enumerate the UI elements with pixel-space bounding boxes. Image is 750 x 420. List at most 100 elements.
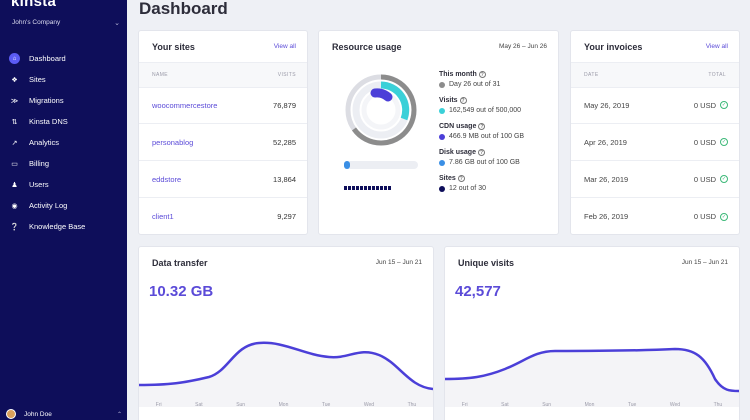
disk-usage-stat: Disk usage? 7.86 GB out of 100 GB bbox=[439, 149, 520, 166]
paid-check-icon: ✓ bbox=[720, 175, 728, 183]
site-name-link[interactable]: personablog bbox=[152, 137, 194, 147]
help-icon[interactable]: ? bbox=[459, 97, 467, 104]
analytics-icon: ↗ bbox=[11, 139, 18, 147]
help-icon[interactable]: ? bbox=[477, 149, 485, 156]
sidebar: kinsta John's Company ⌄ ⌂ Dashboard ❖ Si… bbox=[0, 0, 127, 420]
sites-usage-indicator bbox=[344, 186, 391, 190]
visits-stat: Visits? 162,549 out of 500,000 bbox=[439, 97, 521, 114]
this-month-stat: This month? Day 26 out of 31 bbox=[439, 71, 500, 88]
sidebar-item-label: Users bbox=[29, 180, 49, 189]
sites-table-header bbox=[139, 62, 307, 88]
sites-view-all-link[interactable]: View all bbox=[273, 43, 296, 50]
sidebar-item-dashboard[interactable]: ⌂ Dashboard bbox=[0, 48, 127, 69]
help-icon[interactable]: ? bbox=[478, 71, 486, 78]
company-switcher[interactable]: John's Company ⌄ bbox=[12, 19, 120, 27]
activity-icon: ◉ bbox=[11, 202, 18, 210]
unique-visits-line bbox=[445, 347, 739, 393]
disk-usage-fill bbox=[344, 161, 350, 169]
sidebar-nav: ⌂ Dashboard ❖ Sites ≫ Migrations ⇅ Kinst… bbox=[0, 48, 127, 237]
x-tick-label: Sat bbox=[195, 402, 203, 408]
table-row[interactable]: client1 9,297 bbox=[139, 198, 307, 234]
paid-check-icon: ✓ bbox=[720, 138, 728, 146]
data-transfer-chart bbox=[139, 341, 433, 407]
x-tick-label: Fri bbox=[461, 402, 468, 408]
help-icon[interactable]: ? bbox=[457, 175, 465, 182]
dns-icon: ⇅ bbox=[11, 118, 18, 126]
sidebar-item-label: Sites bbox=[29, 75, 46, 84]
this-month-label: This month bbox=[439, 71, 477, 78]
resource-usage-card: Resource usage May 26 – Jun 26 This mont… bbox=[319, 31, 558, 234]
sidebar-item-knowledge-base[interactable]: ❔ Knowledge Base bbox=[0, 216, 127, 237]
x-tick-label: Mon bbox=[584, 402, 595, 408]
sites-col-visits: VISITS bbox=[277, 72, 296, 78]
month-dot bbox=[439, 81, 445, 88]
invoice-date: Mar 26, 2019 bbox=[584, 174, 629, 184]
sidebar-item-analytics[interactable]: ↗ Analytics bbox=[0, 132, 127, 153]
table-row[interactable]: eddstore 13,864 bbox=[139, 161, 307, 198]
resource-donut-chart bbox=[345, 74, 417, 146]
sites-dot bbox=[439, 185, 445, 192]
invoices-card-title: Your invoices bbox=[584, 42, 643, 52]
chevron-down-icon: ⌄ bbox=[114, 20, 120, 27]
table-row[interactable]: Feb 26, 2019 0 USD ✓ bbox=[571, 198, 739, 234]
sidebar-item-migrations[interactable]: ≫ Migrations bbox=[0, 90, 127, 111]
x-tick-label: Tue bbox=[627, 402, 637, 408]
site-visits: 13,864 bbox=[273, 174, 296, 184]
invoices-table-header bbox=[571, 62, 739, 88]
sites-label: Sites bbox=[439, 175, 456, 182]
sidebar-item-kinsta-dns[interactable]: ⇅ Kinsta DNS bbox=[0, 111, 127, 132]
visits-value: 162,549 out of 500,000 bbox=[449, 107, 522, 114]
disk-usage-bar bbox=[344, 161, 418, 169]
unique-visits-x-axis: Fri Sat Sun Mon Tue Wed Thu bbox=[445, 402, 739, 408]
kinsta-logo[interactable]: kinsta bbox=[11, 0, 57, 10]
unique-visits-card: Unique visits Jun 15 – Jun 21 42,577 Fri… bbox=[445, 247, 739, 420]
sites-col-name: NAME bbox=[152, 72, 169, 78]
cdn-ring bbox=[370, 88, 393, 102]
sidebar-item-billing[interactable]: ▭ Billing bbox=[0, 153, 127, 174]
disk-value: 7.86 GB out of 100 GB bbox=[449, 159, 520, 166]
x-tick-label: Fri bbox=[155, 402, 162, 408]
table-row[interactable]: woocommercestore 76,879 bbox=[139, 87, 307, 124]
invoices-view-all-link[interactable]: View all bbox=[705, 43, 728, 50]
visits-ring bbox=[380, 81, 410, 121]
user-menu[interactable]: John Doe ⌃ bbox=[6, 408, 122, 420]
data-transfer-card: Data transfer Jun 15 – Jun 21 10.32 GB F… bbox=[139, 247, 433, 420]
disk-label: Disk usage bbox=[439, 149, 476, 156]
invoice-total: 0 USD bbox=[693, 174, 716, 184]
site-name-link[interactable]: eddstore bbox=[152, 174, 182, 184]
sidebar-item-label: Analytics bbox=[29, 138, 60, 147]
x-tick-label: Sat bbox=[501, 402, 509, 408]
visits-dot bbox=[439, 107, 445, 114]
table-row[interactable]: May 26, 2019 0 USD ✓ bbox=[571, 87, 739, 124]
table-row[interactable]: Mar 26, 2019 0 USD ✓ bbox=[571, 161, 739, 198]
help-icon[interactable]: ? bbox=[478, 123, 486, 130]
resource-card-title: Resource usage bbox=[332, 42, 402, 52]
invoice-date: May 26, 2019 bbox=[584, 100, 630, 110]
page-title: Dashboard bbox=[139, 0, 228, 18]
knowledge-icon: ❔ bbox=[10, 223, 19, 231]
this-month-value: Day 26 out of 31 bbox=[449, 81, 501, 88]
sidebar-item-users[interactable]: ♟ Users bbox=[0, 174, 127, 195]
sidebar-item-sites[interactable]: ❖ Sites bbox=[0, 69, 127, 90]
data-transfer-title: Data transfer bbox=[152, 258, 208, 268]
sites-card: Your sites View all NAME VISITS woocomme… bbox=[139, 31, 307, 234]
data-transfer-area bbox=[139, 342, 433, 407]
unique-visits-title: Unique visits bbox=[458, 258, 515, 268]
x-tick-label: Sun bbox=[236, 402, 246, 408]
table-row[interactable]: Apr 26, 2019 0 USD ✓ bbox=[571, 124, 739, 161]
unique-visits-range: Jun 15 – Jun 21 bbox=[681, 259, 728, 266]
unique-visits-chart bbox=[445, 347, 739, 407]
site-visits: 9,297 bbox=[277, 212, 296, 221]
sidebar-item-label: Knowledge Base bbox=[29, 222, 86, 231]
x-tick-label: Mon bbox=[278, 402, 289, 408]
table-row[interactable]: personablog 52,285 bbox=[139, 124, 307, 161]
site-name-link[interactable]: client1 bbox=[152, 212, 174, 221]
sidebar-item-label: Migrations bbox=[29, 96, 64, 105]
invoice-total: 0 USD bbox=[693, 137, 716, 147]
sidebar-item-activity-log[interactable]: ◉ Activity Log bbox=[0, 195, 127, 216]
site-visits: 52,285 bbox=[273, 137, 296, 147]
invoice-total: 0 USD bbox=[693, 100, 716, 110]
x-tick-label: Sun bbox=[542, 402, 552, 408]
user-name: John Doe bbox=[24, 410, 52, 418]
site-name-link[interactable]: woocommercestore bbox=[152, 100, 218, 110]
